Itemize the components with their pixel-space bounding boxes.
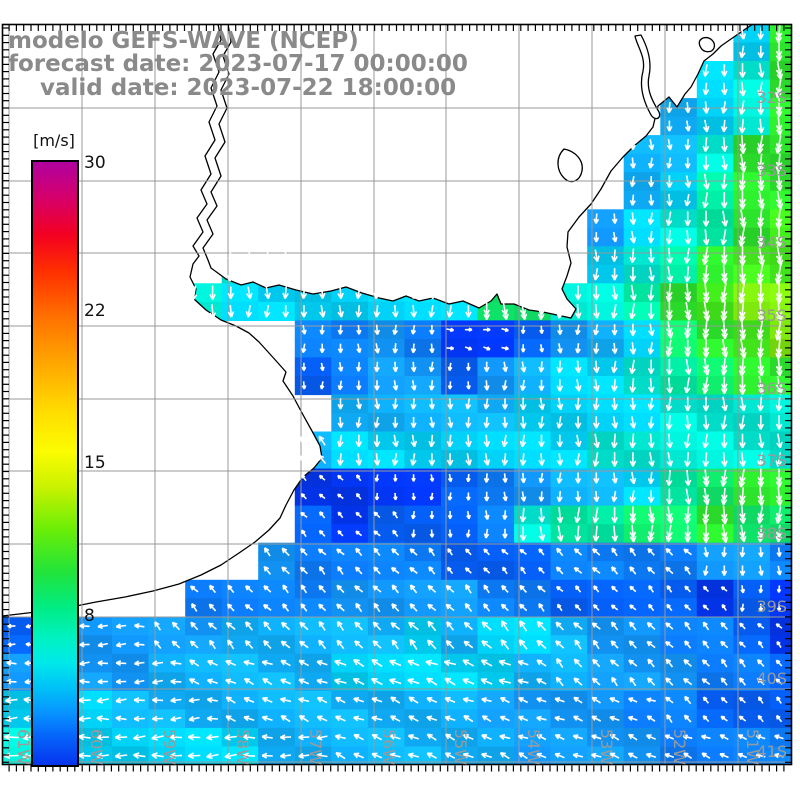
- model-title: modelo GEFS-WAVE (NCEP): [8, 28, 359, 54]
- lat-label: 38S: [756, 524, 787, 543]
- lon-label: 61W: [14, 729, 33, 765]
- colorbar-tick-8: 8: [84, 606, 95, 626]
- valid-date: valid date: 2023-07-22 18:00:00: [40, 75, 457, 101]
- lat-label: 41S: [756, 742, 787, 761]
- lon-label: 52W: [670, 729, 689, 765]
- colorbar-tick-22: 22: [84, 301, 106, 321]
- lat-label: 33S: [756, 161, 787, 180]
- forecast-date: forecast date: 2023-07-17 00:00:00: [8, 51, 468, 77]
- colorbar-tick-30: 30: [84, 153, 106, 173]
- lon-label: 56W: [379, 729, 398, 765]
- colorbar: [31, 160, 79, 767]
- lon-label: 57W: [306, 729, 325, 765]
- lon-label: 54W: [524, 729, 543, 765]
- colorbar-tick-15: 15: [84, 453, 106, 473]
- lon-label: 60W: [87, 729, 106, 765]
- map-border: [1, 23, 793, 766]
- lat-label: 39S: [756, 597, 787, 616]
- lat-label: 40S: [756, 669, 787, 688]
- lon-label: 58W: [233, 729, 252, 765]
- colorbar-unit-label: [m/s]: [33, 131, 75, 150]
- lon-label: 59W: [160, 729, 179, 765]
- lon-label: 53W: [597, 729, 616, 765]
- lat-label: 34S: [756, 233, 787, 252]
- lat-label: 37S: [756, 451, 787, 470]
- lat-label: 35S: [756, 306, 787, 325]
- lon-label: 55W: [451, 729, 470, 765]
- lat-label: 32S: [756, 88, 787, 107]
- axis-ticks: [3, 25, 791, 772]
- lat-label: 36S: [756, 379, 787, 398]
- lon-label: 51W: [743, 729, 762, 765]
- axis-labels: 32S 33S 34S 35S 36S 37S 38S 39S 40S 41S 61W 60W 59W 5…: [14, 88, 787, 765]
